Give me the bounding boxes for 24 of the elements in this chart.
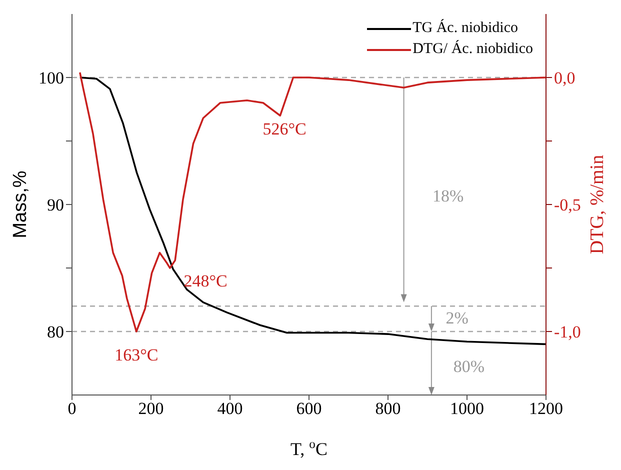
annotation: 526°C [262,119,306,138]
y2-tick-label: -0,5 [554,196,581,215]
x-axis-title: T, $^{o}$C [290,437,328,459]
legend-label: TG Ác. niobidico [412,18,518,38]
y-axis-title: Mass,% [10,170,31,238]
annotation: 248°C [184,272,228,291]
x-tick-label: 600 [296,399,322,418]
x-tick-label: 200 [138,399,164,418]
y-tick-label: 100 [38,68,64,88]
y2-axis-title: DTG, %/min [587,154,608,254]
x-tick-label: 0 [68,399,76,418]
annotation: 2% [446,308,468,328]
y2-tick-label: -1,0 [554,322,581,342]
annotation: 163°C [114,345,158,364]
annotation: 80% [453,356,485,376]
annotation: 18% [432,186,464,206]
x-tick-label: 800 [375,399,401,418]
x-tick-label: 1200 [529,399,563,418]
y2-tick-label: 0,0 [554,68,576,88]
x-tick-label: 400 [217,399,243,418]
x-tick-label: 1000 [450,399,484,418]
y-tick-label: 90 [47,196,64,215]
legend-label: DTG/ Ác. niobidico [412,39,533,59]
y-tick-label: 80 [47,322,64,342]
